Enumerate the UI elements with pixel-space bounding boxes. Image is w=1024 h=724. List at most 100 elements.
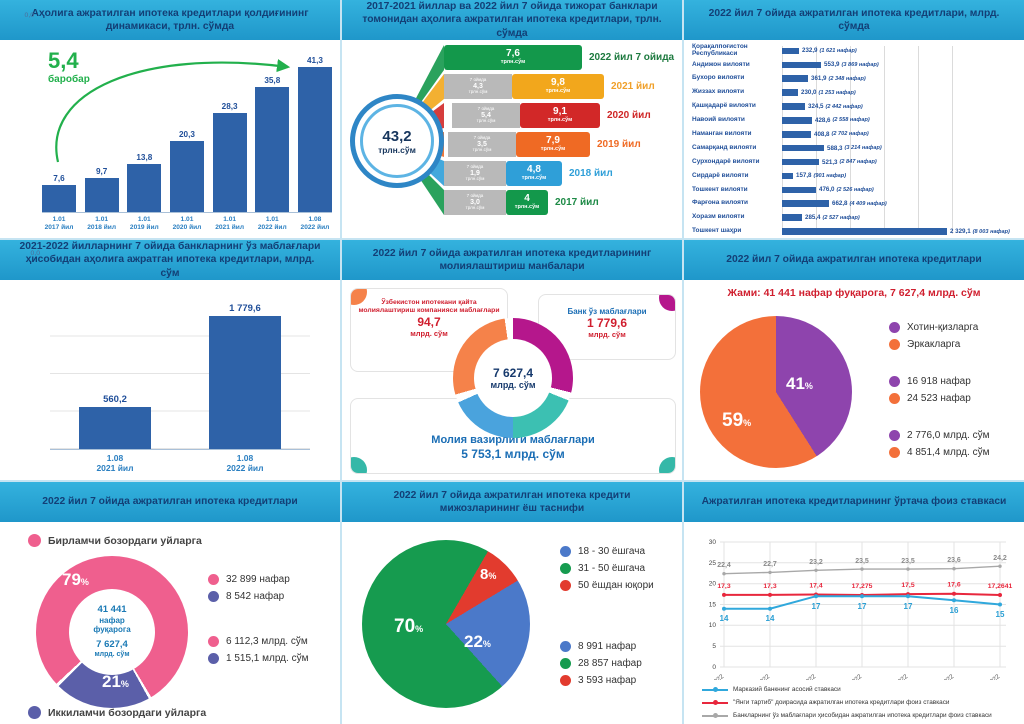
region-value: 285,4 <box>805 214 821 222</box>
y-tick: 0,0 <box>24 12 34 19</box>
gray-point-label: 24,2 <box>993 555 1007 562</box>
funnel-bar-unit: трлн.сўм <box>547 116 573 123</box>
card-corner-accent <box>659 457 675 473</box>
bank-own-funds-name: Банк ўз маблағлари <box>567 307 647 316</box>
x-category: 1.01 2021 йил <box>215 215 245 231</box>
x-category: 1.01 2018 йил <box>87 215 117 231</box>
panel5-body: Ўзбекистон ипотекани қайта молиялаштириш… <box>342 280 682 480</box>
funnel-rows: 7,6 трлн.сўм 2022 йил 7 ойида 7 ойида 4,… <box>444 45 680 219</box>
legend-swatch <box>702 699 728 705</box>
region-bar <box>782 214 802 221</box>
region-value: 324,5 <box>808 103 824 110</box>
legend-label: 31 - 50 ёшгача <box>578 563 646 574</box>
region-row: Қорақалпоғистон Республикаси 232,9 (1 621 … <box>692 43 1020 58</box>
interest-rate-legend: Марказий банкнинг асосий ставкаси "Янги … <box>702 683 992 722</box>
panel9-title: Ажратилган ипотека кредитларининг ўртача… <box>701 496 1007 508</box>
funnel-bar-unit: трлн.сўм <box>500 58 526 65</box>
total-amount: 7 627,4 <box>492 366 534 380</box>
total-amount-unit: млрд. сўм <box>490 380 536 390</box>
legend-count: 8 542 нафар <box>226 591 285 602</box>
legend-dot <box>208 636 219 647</box>
legend-count: 32 899 нафар <box>226 574 290 585</box>
panel2-body: 43,2 трлн.сўм 7,6 трлн.сўм 2022 йил 7 ой… <box>342 40 682 238</box>
refinancing-company-name: Ўзбекистон ипотекани қайта молиялаштириш… <box>358 299 500 315</box>
region-row: Тошкент вилояти 476,0 (2 526 нафар) <box>692 183 1020 197</box>
gray-point-label: 23,5 <box>855 558 869 565</box>
bar <box>255 86 290 212</box>
pie-label-men: 59% <box>722 410 751 432</box>
funnel-partial: 7 ойида 1,9 трлн.сўм <box>444 161 506 186</box>
ministry-finance-name: Молия вазирлиги маблағлари <box>431 434 595 446</box>
panel6-title: 2022 йил 7 ойида ажратилган ипотека кред… <box>726 254 982 266</box>
panel1-header: Аҳолига ажратилган ипотека кредитлари қо… <box>0 0 340 40</box>
panel4-title: 2021-2022 йилларнинг 7 ойида банкларнинг… <box>19 241 321 279</box>
gray-point-label: 23,5 <box>901 558 915 565</box>
legend-item: 31 - 50 ёшгача <box>560 563 654 574</box>
funnel-partial-unit: трлн.сўм <box>465 205 485 211</box>
funnel-bar-unit: трлн.сўм <box>545 87 571 94</box>
region-label: Наманган вилояти <box>692 129 752 137</box>
region-label: Сирдарё вилояти <box>692 171 749 179</box>
secondary-market-legend: Иккиламчи бозордаги уйларга <box>28 706 206 719</box>
region-label: Тошкент шаҳри <box>692 227 742 235</box>
region-bar <box>782 103 805 110</box>
x-category: 1.08 2022 йил <box>300 215 330 231</box>
x-category: 1.08 2021 йил <box>96 452 134 474</box>
funnel-bar: 7,9 трлн.сўм <box>516 132 590 157</box>
legend-swatch <box>702 712 728 718</box>
legend-dot <box>889 430 900 441</box>
region-row: Навоий вилояти 428,6 (2 558 нафар) <box>692 113 1020 127</box>
legend-item: 2 776,0 млрд. сўм <box>889 430 989 441</box>
gender-legend: Хотин-қизларга Эркакларга 16 918 нафар 2… <box>889 322 989 458</box>
legend-item: 28 857 нафар <box>560 658 654 669</box>
pct-value: 59 <box>722 410 744 431</box>
funnel-partial: 7 ойида 3,5 трлн.сўм <box>448 132 516 157</box>
funnel-bar-unit: трлн.сўм <box>540 145 566 152</box>
legend-dot <box>889 322 900 333</box>
panel4-plot: 560,2 1 779,6 1.08 2021 йил 1.08 2022 йи… <box>50 299 310 474</box>
gender-pie: 41% 59% <box>700 316 852 468</box>
interest-rate-line-chart: 0 5 10 15 20 25 30 22,4 22,7 23,2 <box>692 539 1012 680</box>
red-point-label: 17,5 <box>901 582 914 589</box>
legend-item: 3 593 нафар <box>560 675 654 686</box>
legend-swatch <box>702 686 728 692</box>
legend-item: 8 991 нафар <box>560 641 654 652</box>
x-tick: Июль 2022 <box>972 673 1001 680</box>
bar <box>212 112 247 212</box>
region-value: 2 329,1 <box>950 228 971 236</box>
growth-arrow <box>55 59 291 163</box>
legend-dot <box>889 339 900 350</box>
region-row: Қашқадарё вилояти 324,5 (2 442 нафар) <box>692 100 1020 114</box>
funnel-partial-value: 3,0 <box>470 198 480 206</box>
legend-item: 8 542 нафар <box>208 591 308 602</box>
y-tick: 15 <box>709 602 717 609</box>
region-count: (2 847 нафар) <box>839 159 877 166</box>
y-tick: 30 <box>709 539 717 546</box>
funnel-partial-prefix: 7 ойида <box>477 106 495 112</box>
funnel-year-label: 2019 йил <box>597 139 641 150</box>
funnel-partial: 7 ойида 5,4 трлн.сўм <box>452 103 520 128</box>
x-category: 1.01 2020 йил <box>172 215 202 231</box>
funnel-partial-unit: трлн.сўм <box>476 118 496 124</box>
legend-count: 3 593 нафар <box>578 675 637 686</box>
blue-point-label: 15 <box>996 610 1005 619</box>
funnel-partial-unit: трлн.сўм <box>468 89 488 95</box>
pct-sign: % <box>415 624 424 634</box>
blue-point-label: 17 <box>812 602 821 611</box>
pie-label-primary: 79% <box>62 570 89 590</box>
funnel-bar: 9,1 трлн.сўм <box>520 103 600 128</box>
pct-sign: % <box>80 577 89 587</box>
region-row: Наманган вилояти 408,8 (2 702 нафар) <box>692 127 1020 141</box>
age-pie: 70% 22% 8% <box>362 540 530 708</box>
panel7-header: 2022 йил 7 ойида ажратилган ипотека кред… <box>0 482 340 522</box>
funnel-bar-unit: трлн.сўм <box>514 203 540 210</box>
pct-value: 41 <box>786 374 805 393</box>
legend-dot <box>208 574 219 585</box>
legend-item: Марказий банкнинг асосий ставкаси <box>702 683 992 696</box>
region-bar <box>782 158 819 166</box>
region-row: Самарқанд вилояти 588,3 (3 214 нафар) <box>692 141 1020 155</box>
region-row: Сурхондарё вилояти 521,3 (2 847 нафар) <box>692 155 1020 169</box>
funnel-row-2017: 7 ойида 3,0 трлн.сўм 4 трлн.сўм 2017 йил <box>444 190 680 215</box>
pct-sign: % <box>488 571 497 581</box>
panel7-body: Бирламчи бозордаги уйларга 41 441 нафар … <box>0 522 340 724</box>
